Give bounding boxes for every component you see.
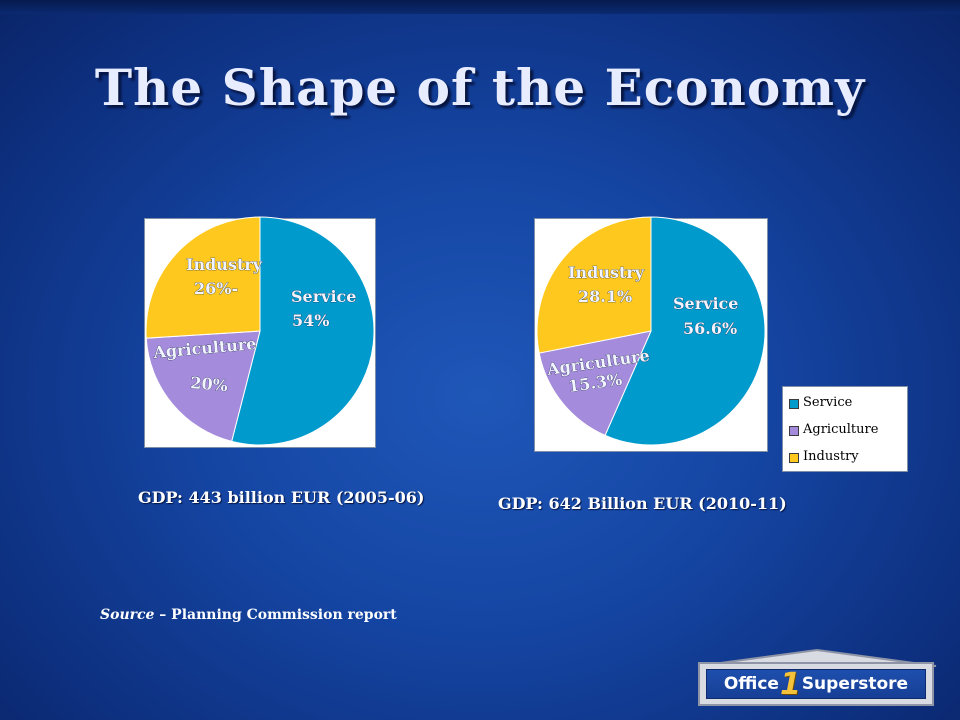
legend-swatch-industry [789,453,799,463]
legend-swatch-agriculture [789,426,799,436]
office1-superstore-logo: Office 1 Superstore [692,648,942,710]
pie-slice-agriculture [145,330,261,443]
slice-name-label-industry: Industry [186,255,263,274]
pie-slice-service [604,216,766,446]
slice-name-label-industry: Industry [568,263,645,282]
chart-legend: Service Agriculture Industry [782,386,908,472]
legend-item-industry: Industry [789,449,859,465]
slice-name-label-service: Service [291,287,356,306]
logo-box: Office 1 Superstore [698,662,934,706]
gdp-caption-1: GDP: 443 billion EUR (2005-06) [138,488,425,507]
slice-name-label-service: Service [673,294,738,313]
slice-value-label-service: 56.6% [683,319,737,338]
slice-value-label-industry: 26%- [194,279,238,298]
slice-value-label-service: 54% [292,311,329,330]
pie-slice-agriculture [538,330,652,436]
legend-swatch-service [789,399,799,409]
legend-label-agriculture: Agriculture [803,422,879,437]
slide-title: The Shape of the Economy [94,58,866,117]
legend-label-industry: Industry [803,449,859,464]
source-text: – Planning Commission report [154,607,397,623]
top-bar [0,0,960,14]
logo-inner: Office 1 Superstore [706,666,926,702]
pie-slice-industry [536,216,652,354]
pie-slice-industry [145,216,261,339]
legend-item-service: Service [789,395,853,411]
gdp-caption-2: GDP: 642 Billion EUR (2010-11) [498,494,787,513]
legend-label-service: Service [803,395,853,410]
source-label: Source [100,607,155,623]
logo-text-right: Superstore [801,674,909,694]
logo-number: 1 [779,666,801,702]
logo-text-left: Office [723,674,779,694]
pie-slice-service [231,216,375,446]
slice-value-label-agriculture: 20% [190,373,229,395]
slice-value-label-industry: 28.1% [578,287,632,306]
source-note: Source – Planning Commission report [100,607,397,623]
legend-item-agriculture: Agriculture [789,422,879,438]
